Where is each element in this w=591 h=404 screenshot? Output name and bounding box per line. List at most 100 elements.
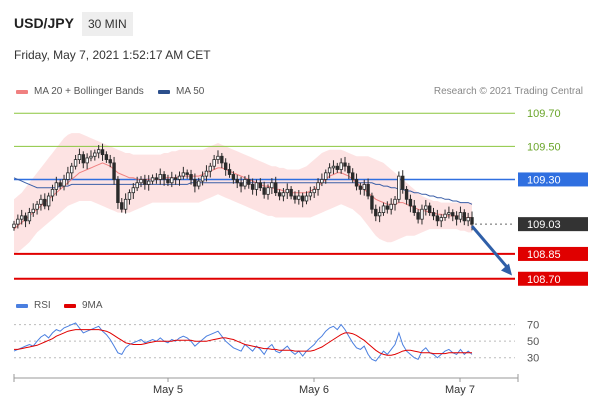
candle-body bbox=[31, 208, 35, 213]
candle-body bbox=[93, 152, 97, 157]
candle-body bbox=[116, 179, 120, 204]
candle-body bbox=[350, 172, 355, 180]
candle-body bbox=[104, 154, 109, 160]
legend-ma50-label: MA 50 bbox=[176, 86, 205, 97]
candles bbox=[12, 143, 474, 231]
candle-body bbox=[385, 205, 390, 210]
candle-body bbox=[462, 212, 467, 222]
level-label-109.30: 109.30 bbox=[527, 174, 561, 186]
candle-body bbox=[70, 165, 74, 174]
candle-body bbox=[427, 205, 432, 213]
level-label-109.03: 109.03 bbox=[527, 219, 561, 231]
candle-body bbox=[358, 185, 363, 190]
candle-body bbox=[431, 212, 436, 217]
candle-body bbox=[447, 212, 451, 215]
candle-body bbox=[458, 212, 463, 220]
candle-body bbox=[143, 179, 147, 185]
candle-body bbox=[404, 188, 409, 200]
candle-body bbox=[343, 162, 347, 167]
x-tick-label: May 5 bbox=[153, 384, 183, 396]
bollinger-band bbox=[14, 133, 472, 254]
candle-body bbox=[377, 212, 382, 217]
legend-ma20-label: MA 20 + Bollinger Bands bbox=[34, 86, 144, 97]
candle-body bbox=[247, 179, 251, 185]
candle-body bbox=[239, 182, 243, 187]
level-label-bg-109.30 bbox=[518, 172, 588, 187]
candle-body bbox=[327, 167, 332, 174]
candle-body bbox=[250, 184, 255, 190]
candle-body bbox=[274, 182, 278, 194]
candle-body bbox=[212, 159, 216, 167]
candle-body bbox=[12, 223, 16, 228]
candle-body bbox=[131, 187, 136, 194]
candle-body bbox=[300, 195, 305, 202]
x-tick-label: May 6 bbox=[299, 384, 329, 396]
rsi-tick-label: 70 bbox=[527, 320, 539, 332]
candle-body bbox=[258, 182, 263, 189]
candle-body bbox=[197, 180, 201, 187]
candle-body bbox=[389, 203, 393, 210]
level-label-108.85: 108.85 bbox=[527, 249, 561, 261]
candle-body bbox=[443, 213, 447, 218]
legend-rsi-label: RSI bbox=[34, 300, 51, 311]
timeframe-badge[interactable]: 30 MIN bbox=[82, 12, 133, 36]
candle-body bbox=[424, 205, 428, 210]
level-label-bg-108.70 bbox=[518, 271, 588, 286]
candle-body bbox=[312, 188, 316, 194]
candle-body bbox=[123, 198, 128, 210]
candle-body bbox=[200, 175, 205, 182]
candle-body bbox=[254, 182, 259, 190]
projection-arrow-head bbox=[501, 263, 512, 276]
candle-body bbox=[185, 172, 189, 175]
candle-body bbox=[347, 165, 351, 174]
candle-body bbox=[16, 218, 20, 225]
legend-ma50: MA 50 bbox=[158, 86, 204, 97]
candle-body bbox=[223, 162, 228, 170]
candle-body bbox=[454, 215, 459, 220]
x-tick-label: May 7 bbox=[445, 384, 475, 396]
candle-body bbox=[85, 157, 89, 164]
candle-body bbox=[393, 198, 397, 205]
candle-body bbox=[262, 187, 266, 195]
ma20-swatch bbox=[16, 89, 28, 94]
rsi-swatch bbox=[16, 303, 28, 308]
candle-body bbox=[335, 165, 339, 170]
candle-body bbox=[297, 195, 301, 200]
candle-body bbox=[266, 187, 270, 195]
candle-body bbox=[27, 212, 32, 222]
candle-body bbox=[81, 154, 85, 164]
candle-body bbox=[170, 177, 174, 184]
candle-body bbox=[89, 155, 93, 159]
candle-body bbox=[435, 215, 440, 222]
instrument-title: USD/JPY bbox=[14, 15, 74, 31]
candle-body bbox=[62, 179, 66, 187]
candle-body bbox=[73, 159, 78, 167]
level-label-109.50: 109.50 bbox=[527, 141, 561, 153]
candle-body bbox=[231, 174, 236, 180]
candle-body bbox=[112, 162, 116, 180]
rsi-tick-label: 50 bbox=[527, 336, 539, 348]
legend-9ma-label: 9MA bbox=[82, 300, 103, 311]
candle-body bbox=[308, 192, 313, 197]
candle-body bbox=[127, 192, 132, 200]
projection-arrow-line bbox=[470, 225, 511, 271]
legend-9ma: 9MA bbox=[64, 300, 103, 311]
candle-body bbox=[293, 195, 297, 200]
candle-body bbox=[204, 170, 209, 177]
candle-body bbox=[277, 192, 282, 197]
candle-body bbox=[181, 172, 186, 177]
candle-body bbox=[381, 205, 386, 213]
candle-body bbox=[451, 212, 455, 217]
level-label-109.70: 109.70 bbox=[527, 108, 561, 120]
candle-body bbox=[39, 198, 43, 205]
candle-body bbox=[397, 175, 401, 200]
candle-body bbox=[216, 155, 220, 160]
candle-body bbox=[339, 162, 343, 170]
ma50-line bbox=[13, 177, 473, 205]
candle-body bbox=[162, 174, 166, 180]
candle-body bbox=[208, 165, 212, 172]
rsi-line bbox=[13, 322, 473, 362]
candle-body bbox=[370, 195, 374, 210]
candle-body bbox=[23, 215, 28, 222]
